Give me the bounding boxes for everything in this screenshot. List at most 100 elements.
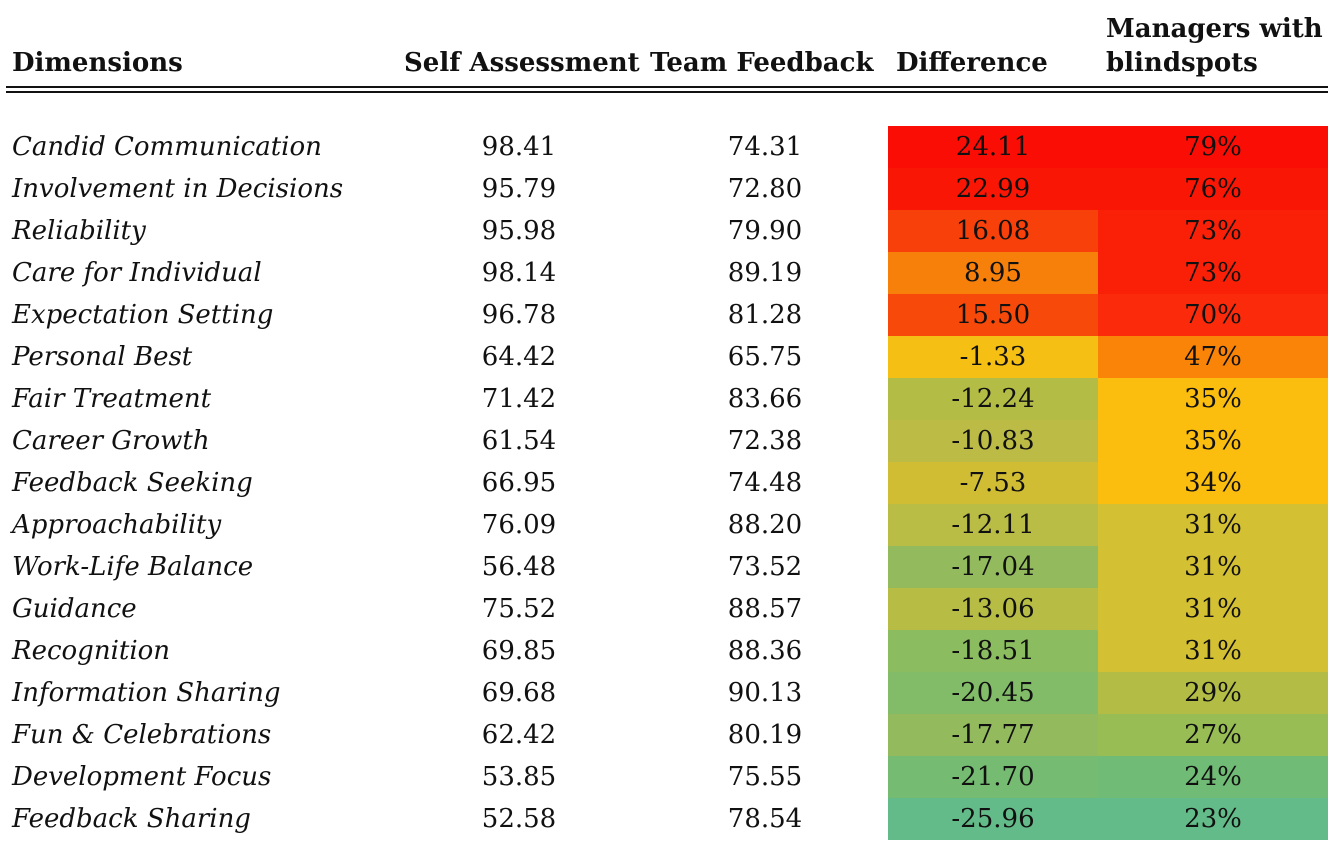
table-row: Work-Life Balance 56.48 73.52 -17.04 31%: [0, 546, 1334, 588]
difference-cell: -20.45: [888, 672, 1098, 714]
difference-cell: -17.77: [888, 714, 1098, 756]
team-feedback-cell: 88.20: [727, 510, 803, 540]
dimension-cell: Recognition: [12, 636, 171, 666]
difference-cell: -7.53: [888, 462, 1098, 504]
table-row: Personal Best 64.42 65.75 -1.33 47%: [0, 336, 1334, 378]
managers-blindspots-cell: 73%: [1098, 210, 1328, 252]
difference-cell: -18.51: [888, 630, 1098, 672]
self-assessment-cell: 53.85: [481, 762, 557, 792]
managers-blindspots-cell: 35%: [1098, 420, 1328, 462]
header-dimensions: Dimensions: [12, 48, 183, 78]
difference-cell: 16.08: [888, 210, 1098, 252]
dimension-cell: Development Focus: [12, 762, 272, 792]
team-feedback-cell: 73.52: [727, 552, 803, 582]
dimension-cell: Work-Life Balance: [12, 552, 254, 582]
self-assessment-cell: 75.52: [481, 594, 557, 624]
team-feedback-cell: 90.13: [727, 678, 803, 708]
difference-cell: -21.70: [888, 756, 1098, 798]
managers-blindspots-cell: 27%: [1098, 714, 1328, 756]
difference-cell: 15.50: [888, 294, 1098, 336]
dimension-cell: Expectation Setting: [12, 300, 274, 330]
header-self-assessment: Self Assessment: [404, 48, 640, 78]
table-row: Approachability 76.09 88.20 -12.11 31%: [0, 504, 1334, 546]
team-feedback-cell: 65.75: [727, 342, 803, 372]
dimension-cell: Personal Best: [12, 342, 193, 372]
difference-cell: -13.06: [888, 588, 1098, 630]
header-rule: [6, 86, 1328, 93]
header-difference: Difference: [896, 48, 1048, 78]
self-assessment-cell: 71.42: [481, 384, 557, 414]
dimension-cell: Feedback Sharing: [12, 804, 251, 834]
self-assessment-cell: 76.09: [481, 510, 557, 540]
self-assessment-cell: 56.48: [481, 552, 557, 582]
dimension-cell: Approachability: [12, 510, 222, 540]
dimension-cell: Involvement in Decisions: [12, 174, 344, 204]
team-feedback-cell: 78.54: [727, 804, 803, 834]
table-row: Expectation Setting 96.78 81.28 15.50 70%: [0, 294, 1334, 336]
dimension-cell: Fair Treatment: [12, 384, 212, 414]
team-feedback-cell: 88.36: [727, 636, 803, 666]
difference-cell: -12.24: [888, 378, 1098, 420]
table-row: Fun & Celebrations 62.42 80.19 -17.77 27%: [0, 714, 1334, 756]
managers-blindspots-cell: 34%: [1098, 462, 1328, 504]
managers-blindspots-cell: 79%: [1098, 126, 1328, 168]
dimension-cell: Information Sharing: [12, 678, 281, 708]
team-feedback-cell: 81.28: [727, 300, 803, 330]
table-row: Reliability 95.98 79.90 16.08 73%: [0, 210, 1334, 252]
difference-cell: -17.04: [888, 546, 1098, 588]
table-row: Career Growth 61.54 72.38 -10.83 35%: [0, 420, 1334, 462]
table-row: Care for Individual 98.14 89.19 8.95 73%: [0, 252, 1334, 294]
self-assessment-cell: 66.95: [481, 468, 557, 498]
table-row: Feedback Sharing 52.58 78.54 -25.96 23%: [0, 798, 1334, 840]
dimension-cell: Feedback Seeking: [12, 468, 253, 498]
difference-cell: -1.33: [888, 336, 1098, 378]
self-assessment-cell: 95.79: [481, 174, 557, 204]
header-managers-line2: blindspots: [1106, 48, 1258, 78]
team-feedback-cell: 79.90: [727, 216, 803, 246]
self-assessment-cell: 64.42: [481, 342, 557, 372]
table-row: Information Sharing 69.68 90.13 -20.45 29%: [0, 672, 1334, 714]
header-team-feedback: Team Feedback: [650, 48, 874, 78]
managers-blindspots-cell: 47%: [1098, 336, 1328, 378]
team-feedback-cell: 80.19: [727, 720, 803, 750]
self-assessment-cell: 96.78: [481, 300, 557, 330]
dimension-cell: Care for Individual: [12, 258, 262, 288]
table-row: Involvement in Decisions 95.79 72.80 22.99 7…: [0, 168, 1334, 210]
table-row: Guidance 75.52 88.57 -13.06 31%: [0, 588, 1334, 630]
difference-cell: 24.11: [888, 126, 1098, 168]
managers-blindspots-cell: 70%: [1098, 294, 1328, 336]
difference-cell: 8.95: [888, 252, 1098, 294]
team-feedback-cell: 89.19: [727, 258, 803, 288]
team-feedback-cell: 72.38: [727, 426, 803, 456]
team-feedback-cell: 83.66: [727, 384, 803, 414]
managers-blindspots-cell: 31%: [1098, 588, 1328, 630]
team-feedback-cell: 74.31: [727, 132, 803, 162]
dimension-cell: Career Growth: [12, 426, 210, 456]
difference-cell: -12.11: [888, 504, 1098, 546]
managers-blindspots-cell: 29%: [1098, 672, 1328, 714]
self-assessment-cell: 69.85: [481, 636, 557, 666]
managers-blindspots-cell: 23%: [1098, 798, 1328, 840]
table-row: Candid Communication 98.41 74.31 24.11 79%: [0, 126, 1334, 168]
dimension-cell: Reliability: [12, 216, 146, 246]
managers-blindspots-cell: 76%: [1098, 168, 1328, 210]
self-assessment-cell: 98.14: [481, 258, 557, 288]
managers-blindspots-cell: 73%: [1098, 252, 1328, 294]
self-assessment-cell: 61.54: [481, 426, 557, 456]
self-assessment-cell: 69.68: [481, 678, 557, 708]
managers-blindspots-cell: 31%: [1098, 546, 1328, 588]
managers-blindspots-cell: 24%: [1098, 756, 1328, 798]
difference-cell: -10.83: [888, 420, 1098, 462]
dimension-cell: Guidance: [12, 594, 137, 624]
team-feedback-cell: 88.57: [727, 594, 803, 624]
dimension-cell: Candid Communication: [12, 132, 322, 162]
team-feedback-cell: 74.48: [727, 468, 803, 498]
managers-blindspots-cell: 31%: [1098, 630, 1328, 672]
table-row: Feedback Seeking 66.95 74.48 -7.53 34%: [0, 462, 1334, 504]
header-managers-line1: Managers with: [1106, 14, 1323, 44]
difference-cell: -25.96: [888, 798, 1098, 840]
self-assessment-cell: 95.98: [481, 216, 557, 246]
self-assessment-cell: 62.42: [481, 720, 557, 750]
table-row: Development Focus 53.85 75.55 -21.70 24%: [0, 756, 1334, 798]
managers-blindspots-cell: 31%: [1098, 504, 1328, 546]
